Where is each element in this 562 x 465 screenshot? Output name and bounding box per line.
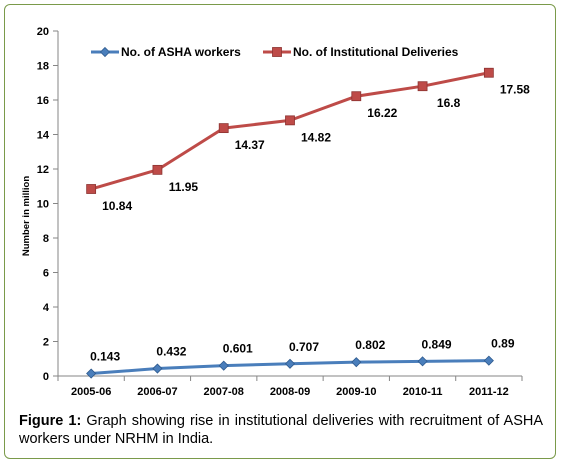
legend-label: No. of Institutional Deliveries <box>293 45 459 59</box>
y-tick-label: 2 <box>43 337 49 349</box>
data-point <box>483 67 494 78</box>
y-tick-label: 18 <box>37 61 49 73</box>
data-point <box>86 184 97 194</box>
data-label: 0.802 <box>355 338 385 352</box>
y-tick-label: 6 <box>43 268 49 280</box>
legend-item: No. of Institutional Deliveries <box>263 45 459 59</box>
chart-legend: No. of ASHA workers No. of Institutional … <box>91 45 459 59</box>
x-tick-label: 2006-07 <box>137 386 177 398</box>
data-label: 10.84 <box>102 199 132 213</box>
x-tick-label: 2007-08 <box>204 386 244 398</box>
data-point <box>218 360 229 371</box>
data-point <box>351 357 362 368</box>
data-point <box>284 358 296 369</box>
chart-axes: 0 2 4 6 8 10 12 14 16 18 20 2005-06 2006-07 2007-08 20… <box>37 26 523 398</box>
x-tick-label: 2011-12 <box>469 386 509 398</box>
legend-item: No. of ASHA workers <box>91 45 241 59</box>
data-point <box>285 115 295 126</box>
caption-text: Graph showing rise in institutional deli… <box>19 413 544 447</box>
y-tick-label: 4 <box>43 302 50 314</box>
series-line <box>90 71 490 191</box>
series-institutional-deliveries: 10.84 11.95 14.37 14.82 16.22 16.8 17.58 <box>86 67 530 213</box>
data-point <box>152 164 163 175</box>
x-tick-label: 2005-06 <box>71 386 111 398</box>
data-label: 0.601 <box>223 342 253 356</box>
caption-label: Figure 1: <box>19 413 82 429</box>
data-label: 0.849 <box>422 337 452 351</box>
data-point <box>152 363 163 374</box>
data-label: 0.143 <box>90 350 120 364</box>
figure-caption: Figure 1: Graph showing rise in institut… <box>19 412 543 448</box>
legend-swatch-marker <box>272 47 282 57</box>
legend-label: No. of ASHA workers <box>121 45 241 59</box>
data-label: 11.95 <box>169 180 199 194</box>
data-point <box>417 81 428 92</box>
data-label: 0.89 <box>491 337 515 351</box>
y-tick-label: 10 <box>37 199 49 211</box>
data-point <box>86 368 97 379</box>
y-tick-label: 14 <box>37 130 50 142</box>
data-point <box>351 91 362 102</box>
data-label: 14.82 <box>301 130 331 144</box>
series-asha-workers: 0.143 0.432 0.601 0.707 0.802 0.849 0.89 <box>86 337 515 379</box>
y-tick-label: 12 <box>37 164 49 176</box>
data-label: 14.37 <box>235 138 265 152</box>
data-label: 16.22 <box>367 106 397 120</box>
data-point <box>417 356 428 367</box>
y-tick-label: 0 <box>43 371 49 383</box>
data-label: 0.432 <box>156 345 186 359</box>
x-tick-label: 2008-09 <box>270 386 310 398</box>
data-label: 17.58 <box>500 83 530 97</box>
y-tick-label: 16 <box>37 95 49 107</box>
data-label: 16.8 <box>437 96 461 110</box>
legend-swatch-marker <box>99 46 111 58</box>
data-point <box>483 355 494 366</box>
y-axis-title: Number in million <box>21 176 32 256</box>
x-tick-label: 2010-11 <box>403 386 443 398</box>
x-tick-label: 2009-10 <box>336 386 376 398</box>
chart-series: 0.143 0.432 0.601 0.707 0.802 0.849 0.8910.841… <box>86 67 530 379</box>
data-point <box>218 123 229 134</box>
y-tick-label: 8 <box>43 233 49 245</box>
y-tick-label: 20 <box>37 26 49 38</box>
data-label: 0.707 <box>289 340 319 354</box>
figure-frame <box>4 4 556 459</box>
